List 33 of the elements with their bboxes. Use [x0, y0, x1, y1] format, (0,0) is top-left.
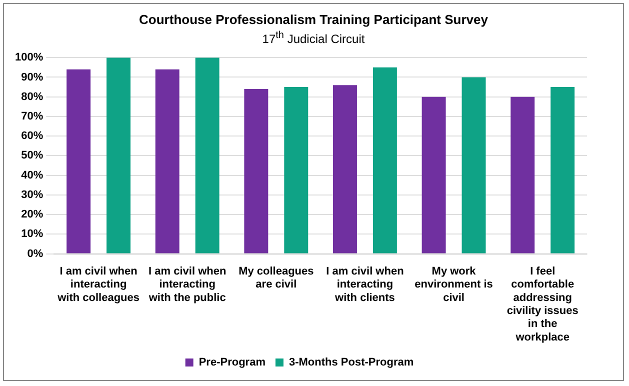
bar	[155, 69, 180, 254]
bar	[106, 58, 131, 254]
legend-label: Pre-Program	[198, 356, 266, 369]
x-tick-label: My work environment is civil	[414, 265, 493, 304]
x-tick-label: I am civil when interacting with colleagues	[56, 265, 140, 304]
bar	[244, 88, 268, 254]
legend-label: 3-Months Post-Program	[288, 356, 414, 369]
bar	[66, 69, 91, 254]
bar	[195, 58, 220, 254]
x-tick-label: My colleagues are civil	[238, 265, 314, 291]
y-tick-label: 60%	[21, 130, 44, 142]
y-tick-label: 90%	[21, 71, 44, 84]
y-tick-label: 0%	[27, 248, 44, 260]
y-tick-label: 40%	[21, 169, 44, 182]
y-tick-label: 30%	[21, 188, 44, 201]
y-tick-label: 70%	[21, 110, 44, 122]
x-tick-label: I feel comfortable addressing civility issues in the workplace	[506, 265, 578, 344]
y-tick-label: 20%	[21, 208, 44, 221]
bar	[372, 67, 397, 254]
bar	[422, 96, 446, 254]
y-tick-label: 50%	[21, 150, 44, 162]
y-tick-label: 80%	[21, 90, 44, 103]
y-tick-label: 10%	[21, 228, 44, 240]
x-tick-label: I am civil when interacting with clients	[326, 265, 404, 304]
x-tick-label: I am civil when interacting with the public	[148, 265, 226, 304]
bar	[284, 87, 308, 254]
chart-subtitle: 17$^{th}$ Judicial Circuit	[261, 30, 366, 46]
bar	[550, 87, 575, 254]
bar	[510, 96, 535, 254]
bar	[333, 85, 357, 254]
bar	[462, 77, 486, 254]
y-tick-label: 100%	[14, 52, 44, 64]
chart-title: Courthouse Professionalism Training Participant Survey	[138, 12, 489, 27]
